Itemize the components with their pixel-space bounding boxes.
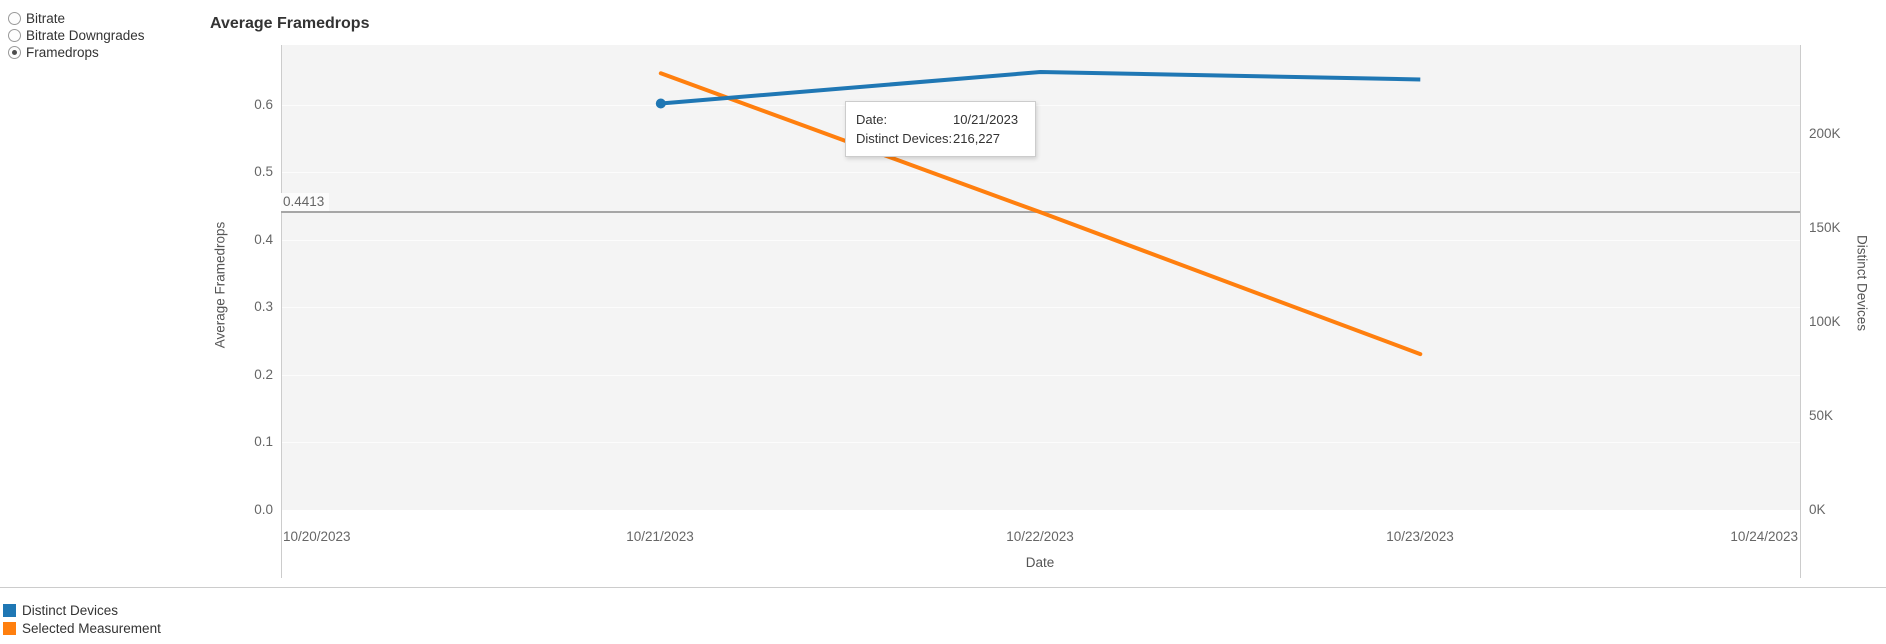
y-left-tick: 0.3 bbox=[254, 299, 273, 314]
tooltip-date-label: Date: bbox=[856, 112, 888, 127]
radio-bitrate[interactable]: Bitrate bbox=[8, 10, 145, 27]
gridline bbox=[281, 240, 1800, 241]
radio-icon bbox=[8, 29, 21, 42]
measurement-radio-group: Bitrate Bitrate Downgrades Framedrops bbox=[8, 10, 145, 61]
tooltip-date-value: 10/21/2023 bbox=[953, 112, 1019, 127]
radio-framedrops-label: Framedrops bbox=[26, 45, 99, 60]
y-right-tick: 50K bbox=[1809, 408, 1834, 423]
y-right-tick: 100K bbox=[1809, 314, 1841, 329]
legend-item-selected-measurement[interactable]: Selected Measurement bbox=[3, 619, 161, 637]
right-axis-line bbox=[1800, 45, 1801, 578]
radio-bitrate-label: Bitrate bbox=[26, 11, 66, 26]
legend-swatch-orange-icon bbox=[3, 621, 16, 635]
y-right-tick: 150K bbox=[1809, 220, 1841, 235]
y-left-tick: 0.2 bbox=[254, 367, 273, 382]
panel-divider bbox=[0, 587, 1886, 588]
gridline bbox=[281, 442, 1800, 443]
radio-bitrate-downgrades-label: Bitrate Downgrades bbox=[26, 28, 145, 43]
radio-bitrate-downgrades[interactable]: Bitrate Downgrades bbox=[8, 27, 145, 44]
x-tick: 10/23/2023 bbox=[1386, 529, 1454, 544]
y-left-tick: 0.1 bbox=[254, 434, 273, 449]
chart-plot-area[interactable] bbox=[281, 45, 1800, 510]
x-axis-title: Date bbox=[1025, 555, 1055, 570]
x-tick: 10/24/2023 bbox=[1730, 529, 1798, 544]
y-left-tick: 0.4 bbox=[254, 232, 273, 247]
selected-measurement-line[interactable] bbox=[658, 71, 1423, 357]
y-left-tick: 0.0 bbox=[254, 502, 273, 517]
gridline bbox=[281, 172, 1800, 173]
tooltip-devices-value: 216,227 bbox=[953, 131, 1000, 146]
distinct-devices-line[interactable] bbox=[660, 69, 1421, 106]
left-axis-line bbox=[281, 45, 282, 578]
y-right-axis-title: Distinct Devices bbox=[1854, 234, 1870, 332]
hovered-point-marker[interactable] bbox=[655, 98, 666, 109]
radio-icon bbox=[8, 12, 21, 25]
radio-icon bbox=[8, 46, 21, 59]
y-left-tick: 0.5 bbox=[254, 164, 273, 179]
x-tick: 10/22/2023 bbox=[1006, 529, 1074, 544]
gridline bbox=[281, 375, 1800, 376]
legend-label: Selected Measurement bbox=[22, 620, 161, 636]
y-right-tick: 200K bbox=[1809, 126, 1841, 141]
average-line-label: 0.4413 bbox=[281, 193, 330, 212]
y-left-tick: 0.6 bbox=[254, 97, 273, 112]
legend-item-distinct-devices[interactable]: Distinct Devices bbox=[3, 601, 161, 619]
x-tick: 10/21/2023 bbox=[626, 529, 694, 544]
y-left-axis-title: Average Framedrops bbox=[212, 221, 228, 349]
y-right-tick: 0K bbox=[1809, 502, 1826, 517]
gridline bbox=[281, 307, 1800, 308]
legend-swatch-blue-icon bbox=[3, 603, 16, 617]
series-layer[interactable] bbox=[281, 45, 1800, 510]
gridline bbox=[281, 105, 1800, 106]
chart-title: Average Framedrops bbox=[210, 15, 370, 32]
legend-label: Distinct Devices bbox=[22, 602, 119, 618]
x-tick: 10/20/2023 bbox=[283, 529, 351, 544]
tooltip-devices-label: Distinct Devices: bbox=[856, 131, 953, 146]
chart-legend: Distinct Devices Selected Measurement bbox=[3, 601, 161, 637]
tooltip: Date: 10/21/2023 Distinct Devices: 216,2… bbox=[845, 101, 1036, 157]
radio-framedrops[interactable]: Framedrops bbox=[8, 44, 145, 61]
